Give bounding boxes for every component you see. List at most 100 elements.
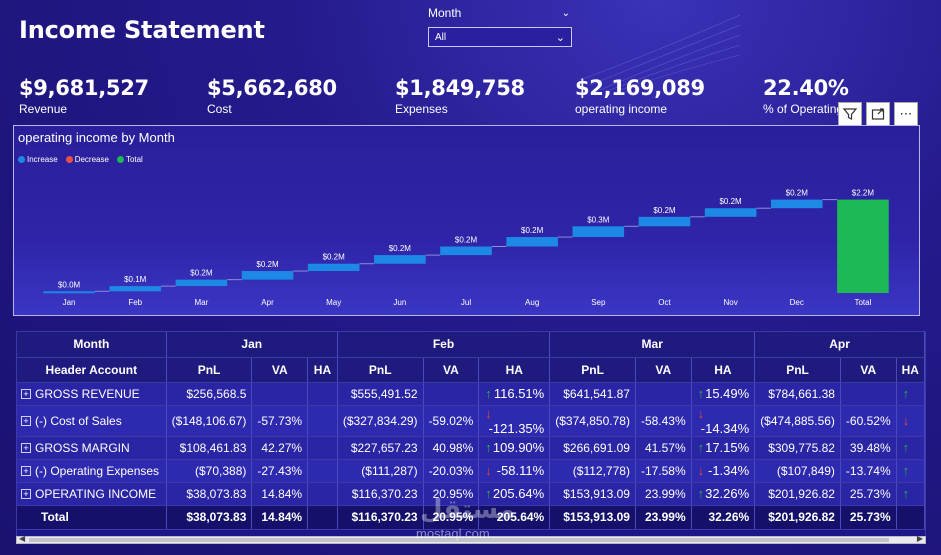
row-label: (-) Operating Expenses — [35, 463, 160, 478]
cell-pnl: $153,913.09 — [549, 482, 636, 506]
slicer-header[interactable]: Month ⌄ — [428, 4, 572, 22]
month-slicer[interactable]: Month ⌄ All ⌄ — [428, 4, 572, 47]
total-cell-ha: 32.26% — [691, 505, 756, 530]
expand-icon[interactable]: + — [21, 466, 31, 477]
chevron-down-icon[interactable]: ⌄ — [561, 7, 570, 19]
subcol-ha[interactable]: HA — [307, 357, 338, 383]
x-tick-label: Mar — [194, 298, 208, 307]
legend-dot — [18, 156, 25, 163]
bar-jun[interactable] — [374, 255, 426, 264]
expand-icon[interactable]: + — [21, 416, 31, 427]
cell-ha: ↓ -14.34% — [691, 405, 756, 437]
cell-ha: ↓ -1.34% — [691, 459, 756, 483]
subcol-ha[interactable]: HA — [478, 357, 551, 383]
bar-oct[interactable] — [638, 216, 691, 227]
x-tick-label: Apr — [261, 298, 274, 307]
ha-value: -14.34% — [700, 420, 750, 436]
month-col-feb[interactable]: Feb — [337, 332, 551, 358]
subcol-pnl[interactable]: PnL — [166, 357, 253, 383]
month-col-apr[interactable]: Apr — [754, 332, 925, 358]
subcol-pnl[interactable]: PnL — [549, 357, 636, 383]
subcol-va[interactable]: VA — [251, 357, 309, 383]
slicer-selected-value: All — [435, 31, 447, 43]
slicer-dropdown[interactable]: All ⌄ — [428, 27, 572, 47]
data-label: $0.2M — [323, 253, 346, 262]
legend-label: Decrease — [74, 155, 109, 164]
table-row: + GROSS REVENUE $256,568.5 $555,491.52 ↑ 116.… — [17, 382, 925, 406]
bar-total[interactable] — [837, 199, 889, 293]
subcol-pnl[interactable]: PnL — [754, 357, 841, 383]
data-label: $2.2M — [852, 189, 875, 198]
expand-icon[interactable]: + — [21, 443, 31, 454]
month-header[interactable]: Month — [17, 332, 167, 358]
subcol-ha[interactable]: HA — [896, 357, 925, 383]
subcol-va[interactable]: VA — [840, 357, 897, 383]
cell-pnl: $256,568.5 — [166, 382, 253, 406]
data-label: $0.2M — [521, 226, 544, 235]
cell-ha — [307, 405, 338, 437]
kpi-operating-income-pct: 22.40% % of Operating Income — [763, 76, 849, 116]
total-cell-pnl: $201,926.82 — [754, 505, 841, 530]
subcol-va[interactable]: VA — [423, 357, 480, 383]
cell-ha: ↑ — [896, 482, 925, 506]
arrow-up-icon: ↑ — [902, 486, 910, 501]
bar-sep[interactable] — [572, 226, 625, 238]
subcol-va[interactable]: VA — [635, 357, 692, 383]
kpi-value: $1,849,758 — [395, 76, 525, 100]
cell-pnl: $309,775.82 — [754, 436, 841, 460]
cell-va: 25.73% — [840, 482, 897, 506]
kpi-label: Expenses — [395, 102, 448, 116]
bar-apr[interactable] — [241, 271, 294, 280]
arrow-up-icon: ↑ — [902, 463, 910, 478]
bar-feb[interactable] — [109, 286, 162, 292]
month-col-mar[interactable]: Mar — [549, 332, 756, 358]
bar-nov[interactable] — [704, 208, 757, 217]
subcol-ha[interactable]: HA — [691, 357, 756, 383]
scrollbar-thumb[interactable] — [29, 538, 889, 542]
row-label: (-) Cost of Sales — [35, 413, 122, 428]
arrow-up-icon: ↑ — [697, 486, 705, 501]
expand-icon[interactable]: + — [21, 389, 31, 400]
month-col-jan[interactable]: Jan — [166, 332, 338, 358]
legend-item-total[interactable]: Total — [116, 155, 143, 164]
bar-mar[interactable] — [175, 279, 228, 287]
chart-title: operating income by Month — [18, 130, 175, 145]
scroll-left-icon[interactable]: ◀ — [19, 534, 26, 543]
cell-pnl: ($148,106.67) — [166, 405, 253, 437]
cell-pnl: ($107,849) — [754, 459, 841, 483]
bar-jul[interactable] — [440, 246, 492, 256]
scroll-right-icon[interactable]: ▶ — [916, 534, 923, 543]
subcol-pnl[interactable]: PnL — [337, 357, 424, 383]
waterfall-chart-card[interactable]: operating income by Month Increase Decre… — [13, 125, 920, 316]
focus-mode-icon[interactable] — [866, 102, 890, 126]
more-options-icon[interactable]: ⋯ — [894, 102, 918, 126]
cell-ha: ↑ 17.15% — [691, 436, 756, 460]
legend-item-increase[interactable]: Increase — [18, 155, 58, 164]
bar-aug[interactable] — [506, 237, 558, 247]
row-label: GROSS MARGIN — [35, 440, 130, 455]
cell-va: 40.98% — [423, 436, 480, 460]
legend-label: Increase — [27, 155, 58, 164]
bar-may[interactable] — [307, 263, 360, 272]
expand-icon[interactable]: + — [21, 489, 31, 500]
x-tick-label: Total — [854, 298, 871, 307]
x-tick-label: Sep — [591, 298, 606, 307]
filter-icon[interactable] — [838, 102, 862, 126]
cell-va: 42.27% — [251, 436, 309, 460]
bar-dec[interactable] — [770, 199, 823, 209]
horizontal-scrollbar[interactable]: ◀ ▶ — [16, 534, 926, 544]
total-cell-ha — [896, 505, 925, 530]
chart-legend: Increase Decrease Total — [18, 155, 143, 164]
cell-pnl: $555,491.52 — [337, 382, 424, 406]
x-tick-label: Feb — [128, 298, 142, 307]
account-header[interactable]: Header Account — [17, 357, 167, 383]
bar-jan[interactable] — [43, 291, 95, 294]
cell-pnl: ($374,850.78) — [549, 405, 636, 437]
cell-ha: ↓ — [896, 405, 925, 437]
cell-ha — [307, 459, 338, 483]
legend-item-decrease[interactable]: Decrease — [65, 155, 109, 164]
x-tick-label: Jan — [63, 298, 76, 307]
total-cell-ha: 205.64% — [478, 505, 551, 530]
income-statement-matrix[interactable]: Month Jan Feb Mar Apr Header Account PnL… — [16, 331, 926, 543]
cell-pnl: ($112,778) — [549, 459, 636, 483]
